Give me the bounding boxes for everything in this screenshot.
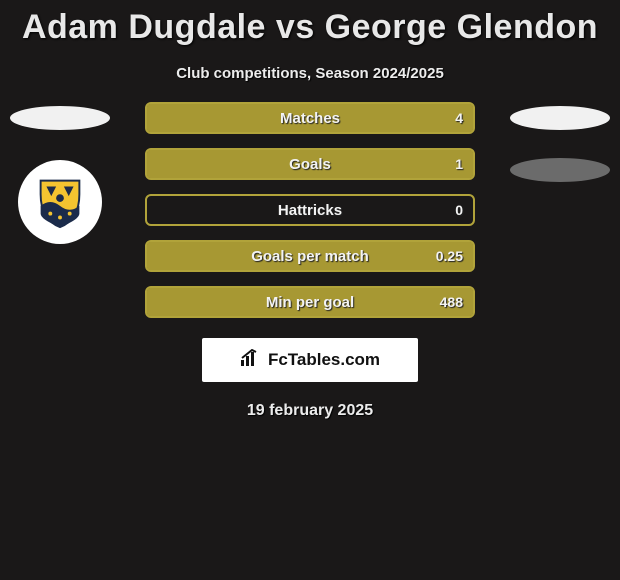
left-player-placeholder	[10, 106, 110, 130]
stat-bar-label: Hattricks	[147, 196, 473, 224]
attribution-text: FcTables.com	[268, 350, 380, 370]
comparison-panel: Matches4Goals1Hattricks0Goals per match0…	[0, 102, 620, 420]
crest-icon	[29, 169, 91, 236]
stat-bar: Hattricks0	[145, 194, 475, 226]
stat-bar-label: Goals per match	[147, 242, 473, 270]
stat-bar-label: Min per goal	[147, 288, 473, 316]
stat-bar: Goals1	[145, 148, 475, 180]
stat-bar: Goals per match0.25	[145, 240, 475, 272]
stat-bar-value: 0.25	[436, 242, 463, 270]
club-crest	[18, 160, 102, 244]
page-title: Adam Dugdale vs George Glendon	[0, 0, 620, 47]
right-player-placeholder-2	[510, 158, 610, 182]
stat-bar-value: 1	[455, 150, 463, 178]
attribution-badge[interactable]: FcTables.com	[202, 338, 418, 382]
stat-bars: Matches4Goals1Hattricks0Goals per match0…	[145, 102, 475, 318]
stat-bar-label: Matches	[147, 104, 473, 132]
stat-bar-label: Goals	[147, 150, 473, 178]
stat-bar: Min per goal488	[145, 286, 475, 318]
subtitle: Club competitions, Season 2024/2025	[0, 65, 620, 82]
stat-bar-value: 4	[455, 104, 463, 132]
right-player-placeholder-1	[510, 106, 610, 130]
chart-icon	[240, 349, 262, 372]
stat-bar-value: 488	[440, 288, 463, 316]
snapshot-date: 19 february 2025	[0, 402, 620, 420]
stat-bar: Matches4	[145, 102, 475, 134]
stat-bar-value: 0	[455, 196, 463, 224]
